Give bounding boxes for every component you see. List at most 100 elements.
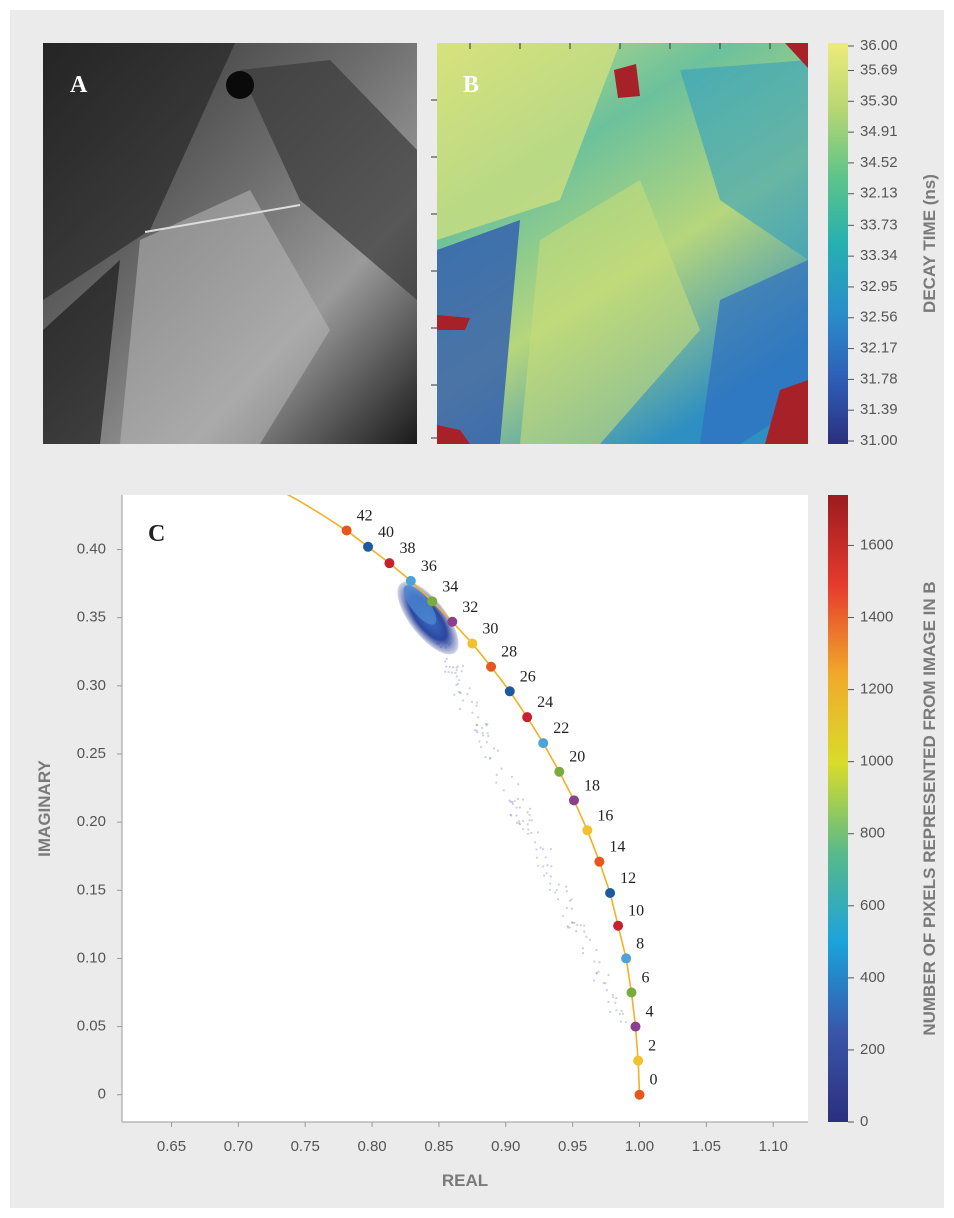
pixel-dot xyxy=(518,806,522,809)
point-label: 10 xyxy=(628,903,644,920)
point xyxy=(582,825,593,836)
y-tick-label: 0.25 xyxy=(77,745,106,762)
pixel-dot xyxy=(611,996,615,999)
colorbar-tick-label: 31.78 xyxy=(860,370,898,387)
pixel-dot xyxy=(455,666,458,669)
pixel-dot xyxy=(468,687,471,690)
pixel-dot xyxy=(539,846,542,849)
colorbar-title: NUMBER OF PIXELS REPRESENTED FROM IMAGE … xyxy=(920,581,939,1035)
pixel-dot xyxy=(481,731,484,734)
colorbar-tick-label: 1200 xyxy=(860,681,893,698)
point-label: 42 xyxy=(357,507,373,524)
point xyxy=(634,1089,645,1100)
pixel-dot xyxy=(492,747,496,750)
pixel-dot xyxy=(602,981,605,985)
pixel-dot xyxy=(473,729,476,732)
pixel-dot xyxy=(518,823,522,826)
pixel-dot xyxy=(495,773,498,776)
pixel-dot xyxy=(545,872,548,875)
point-label: 4 xyxy=(645,1004,653,1021)
pixel-dot xyxy=(535,856,538,859)
y-tick-label: 0.15 xyxy=(77,881,106,898)
y-axis-title: IMAGINARY xyxy=(35,760,54,857)
pixel-dot xyxy=(544,856,547,859)
colorbar-tick-label: 1000 xyxy=(860,753,893,770)
pixel-dot xyxy=(604,982,607,985)
pixel-dot xyxy=(455,675,458,678)
pixel-dot xyxy=(621,1012,624,1015)
pixel-dot xyxy=(583,924,586,927)
pixel-dot xyxy=(476,724,479,727)
x-tick-label: 0.70 xyxy=(224,1138,253,1155)
x-tick-label: 0.65 xyxy=(157,1138,186,1155)
pixel-dot xyxy=(614,1001,617,1004)
pixel-dot xyxy=(533,841,537,844)
pixel-dot xyxy=(444,660,447,663)
y-tick-label: 0.10 xyxy=(77,949,106,966)
pixel-dot xyxy=(455,669,458,672)
pixel-dot xyxy=(608,1010,612,1013)
colorbar xyxy=(828,43,848,444)
pixel-dot xyxy=(522,819,525,823)
pixel-dot xyxy=(570,898,573,901)
pixel-dot xyxy=(607,974,610,977)
pixel-dot xyxy=(454,671,457,674)
colorbar-tick-label: 33.34 xyxy=(860,247,898,264)
pixel-dot xyxy=(593,960,596,963)
pixel-dot xyxy=(607,1000,610,1004)
colorbar-tick-label: 32.95 xyxy=(860,278,898,295)
pixel-dot xyxy=(565,885,568,888)
pixel-dot xyxy=(548,888,551,891)
pixel-dot xyxy=(495,781,498,784)
pixel-dot xyxy=(526,823,529,826)
pixel-dot xyxy=(486,722,489,726)
y-tick-label: 0.30 xyxy=(77,677,106,694)
point xyxy=(605,888,616,899)
pixel-dot xyxy=(562,914,565,918)
pixel-dot xyxy=(620,1009,623,1012)
pixel-dot xyxy=(456,682,459,686)
point xyxy=(522,712,533,723)
pixel-dot xyxy=(555,888,558,892)
pixel-dot xyxy=(466,692,469,696)
x-tick-label: 1.00 xyxy=(625,1138,654,1155)
point xyxy=(613,920,624,931)
colorbar xyxy=(828,495,848,1122)
pixel-dot xyxy=(513,800,516,803)
point-label: 2 xyxy=(648,1038,656,1055)
pixel-dot xyxy=(550,865,553,868)
pixel-dot xyxy=(581,947,584,950)
pixel-dot xyxy=(510,775,514,778)
pixel-dot xyxy=(487,734,490,738)
pixel-dot xyxy=(515,814,518,817)
point-label: 18 xyxy=(584,777,600,794)
pixel-dot xyxy=(554,891,557,894)
colorbar-tick-label: 600 xyxy=(860,897,885,914)
y-tick-label: 0.40 xyxy=(77,540,106,557)
pixel-dot xyxy=(482,734,485,737)
point-label: 30 xyxy=(482,621,498,638)
pixel-dot xyxy=(447,670,450,674)
panel-label: B xyxy=(463,72,479,98)
x-tick-label: 0.95 xyxy=(558,1138,587,1155)
pixel-dot xyxy=(570,907,573,910)
pixel-dot xyxy=(452,666,455,669)
point-label: 34 xyxy=(442,578,458,595)
pixel-dot xyxy=(475,701,479,704)
point-label: 26 xyxy=(520,668,536,685)
colorbar-tick-label: 34.52 xyxy=(860,154,898,171)
pixel-dot xyxy=(459,707,462,711)
pixel-dot xyxy=(517,820,520,823)
pixel-dot xyxy=(535,848,538,851)
pixel-dot xyxy=(500,767,503,770)
pixel-dot xyxy=(445,665,448,668)
pixel-dot xyxy=(624,1020,628,1024)
pixel-dot xyxy=(511,802,514,806)
point xyxy=(538,738,549,749)
pixel-dot xyxy=(595,948,598,952)
point xyxy=(384,558,395,569)
x-tick-label: 1.10 xyxy=(759,1138,788,1155)
pixel-dot xyxy=(475,704,478,707)
pixel-dot xyxy=(579,924,582,927)
colorbar-tick-label: 32.13 xyxy=(860,185,898,202)
